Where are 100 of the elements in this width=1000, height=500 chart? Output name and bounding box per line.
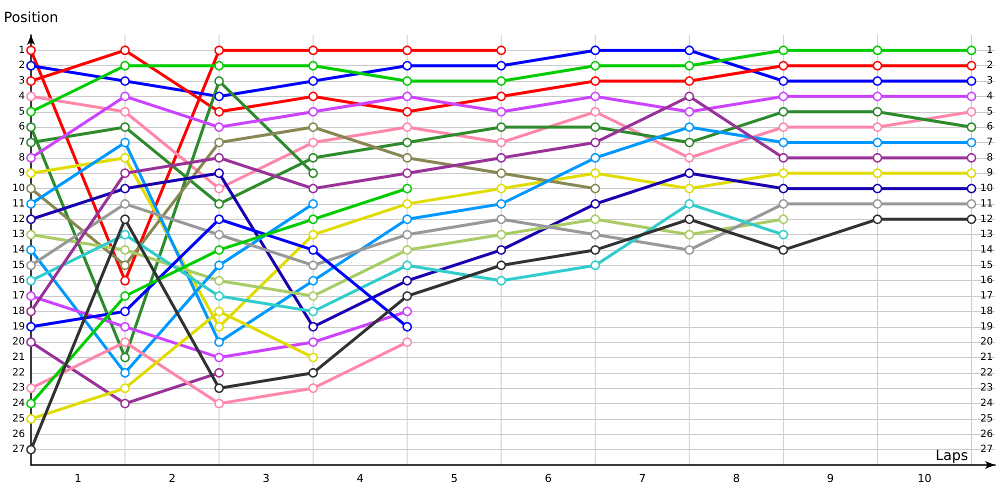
point	[26, 60, 36, 70]
point	[590, 153, 600, 163]
point	[308, 368, 318, 378]
point	[402, 46, 412, 56]
point	[684, 168, 694, 178]
y-tick-label: 6	[18, 122, 25, 133]
point	[308, 276, 318, 286]
point	[214, 276, 224, 286]
point	[590, 122, 600, 132]
point	[966, 122, 976, 132]
point	[496, 260, 506, 270]
y-tick-label: 26	[12, 428, 25, 440]
x-tick-label: 5	[450, 472, 458, 485]
point	[214, 46, 224, 56]
point	[308, 168, 318, 178]
point	[308, 214, 318, 224]
x-tick-label: 8	[732, 472, 740, 485]
point	[590, 168, 600, 178]
point	[308, 199, 318, 209]
point	[402, 168, 412, 178]
point	[26, 291, 36, 301]
point	[308, 138, 318, 148]
point	[120, 276, 130, 286]
y2-tick-label: 2	[986, 60, 993, 72]
point	[120, 76, 130, 86]
x-tick-label: 7	[638, 472, 646, 485]
point	[966, 153, 976, 163]
point	[308, 291, 318, 301]
point	[872, 214, 882, 224]
y-tick-label: 22	[12, 367, 25, 378]
point	[590, 260, 600, 270]
point	[120, 291, 130, 301]
point	[402, 199, 412, 209]
y-axis-title: Position	[4, 10, 58, 26]
y2-tick-label: 18	[980, 306, 993, 317]
y-tick-label: 18	[12, 306, 25, 317]
point	[308, 306, 318, 316]
point	[496, 138, 506, 148]
point	[214, 60, 224, 70]
point	[120, 383, 130, 393]
point	[402, 107, 412, 117]
point	[308, 383, 318, 393]
y-tick-label: 13	[12, 229, 25, 240]
point	[308, 122, 318, 132]
point	[590, 76, 600, 86]
point	[214, 230, 224, 240]
point	[214, 245, 224, 255]
point	[496, 184, 506, 194]
point	[778, 153, 788, 163]
point	[778, 245, 788, 255]
x-tick-label: 3	[262, 472, 270, 485]
y2-tick-label: 6	[986, 122, 993, 133]
point	[26, 107, 36, 117]
point	[590, 46, 600, 56]
point	[214, 168, 224, 178]
point	[402, 153, 412, 163]
y-tick-label: 15	[12, 260, 25, 271]
point	[214, 92, 224, 102]
point	[966, 138, 976, 148]
point	[590, 184, 600, 194]
point	[872, 138, 882, 148]
point	[120, 322, 130, 332]
x-tick-label: 1	[74, 472, 82, 485]
point	[966, 214, 976, 224]
point	[496, 168, 506, 178]
point	[684, 214, 694, 224]
point	[496, 46, 506, 56]
point	[214, 107, 224, 117]
point	[214, 368, 224, 378]
point	[308, 153, 318, 163]
point	[684, 153, 694, 163]
point	[120, 337, 130, 347]
point	[120, 153, 130, 163]
point	[684, 60, 694, 70]
point	[120, 122, 130, 132]
point	[684, 245, 694, 255]
y-tick-label: 8	[18, 152, 25, 164]
point	[214, 122, 224, 132]
y-tick-label: 10	[12, 183, 25, 194]
y2-tick-label: 10	[980, 183, 993, 194]
point	[778, 138, 788, 148]
point	[778, 214, 788, 224]
point	[308, 46, 318, 56]
point	[402, 138, 412, 148]
point	[120, 260, 130, 270]
point	[214, 322, 224, 332]
point	[778, 107, 788, 117]
point	[966, 60, 976, 70]
point	[214, 76, 224, 86]
point	[26, 306, 36, 316]
y-tick-label: 3	[18, 76, 25, 87]
point	[308, 76, 318, 86]
point	[308, 322, 318, 332]
point	[308, 184, 318, 194]
point	[778, 76, 788, 86]
point	[872, 76, 882, 86]
point	[590, 199, 600, 209]
point	[684, 122, 694, 132]
point	[402, 291, 412, 301]
y2-tick-label: 27	[980, 444, 993, 456]
